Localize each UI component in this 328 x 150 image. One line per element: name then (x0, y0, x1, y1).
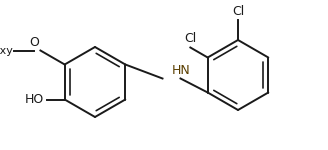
Text: Cl: Cl (184, 33, 196, 45)
Text: Cl: Cl (232, 5, 244, 18)
Text: HO: HO (25, 93, 44, 106)
Text: O: O (30, 36, 39, 50)
Text: methoxy: methoxy (0, 45, 12, 56)
Text: HN: HN (172, 63, 190, 76)
